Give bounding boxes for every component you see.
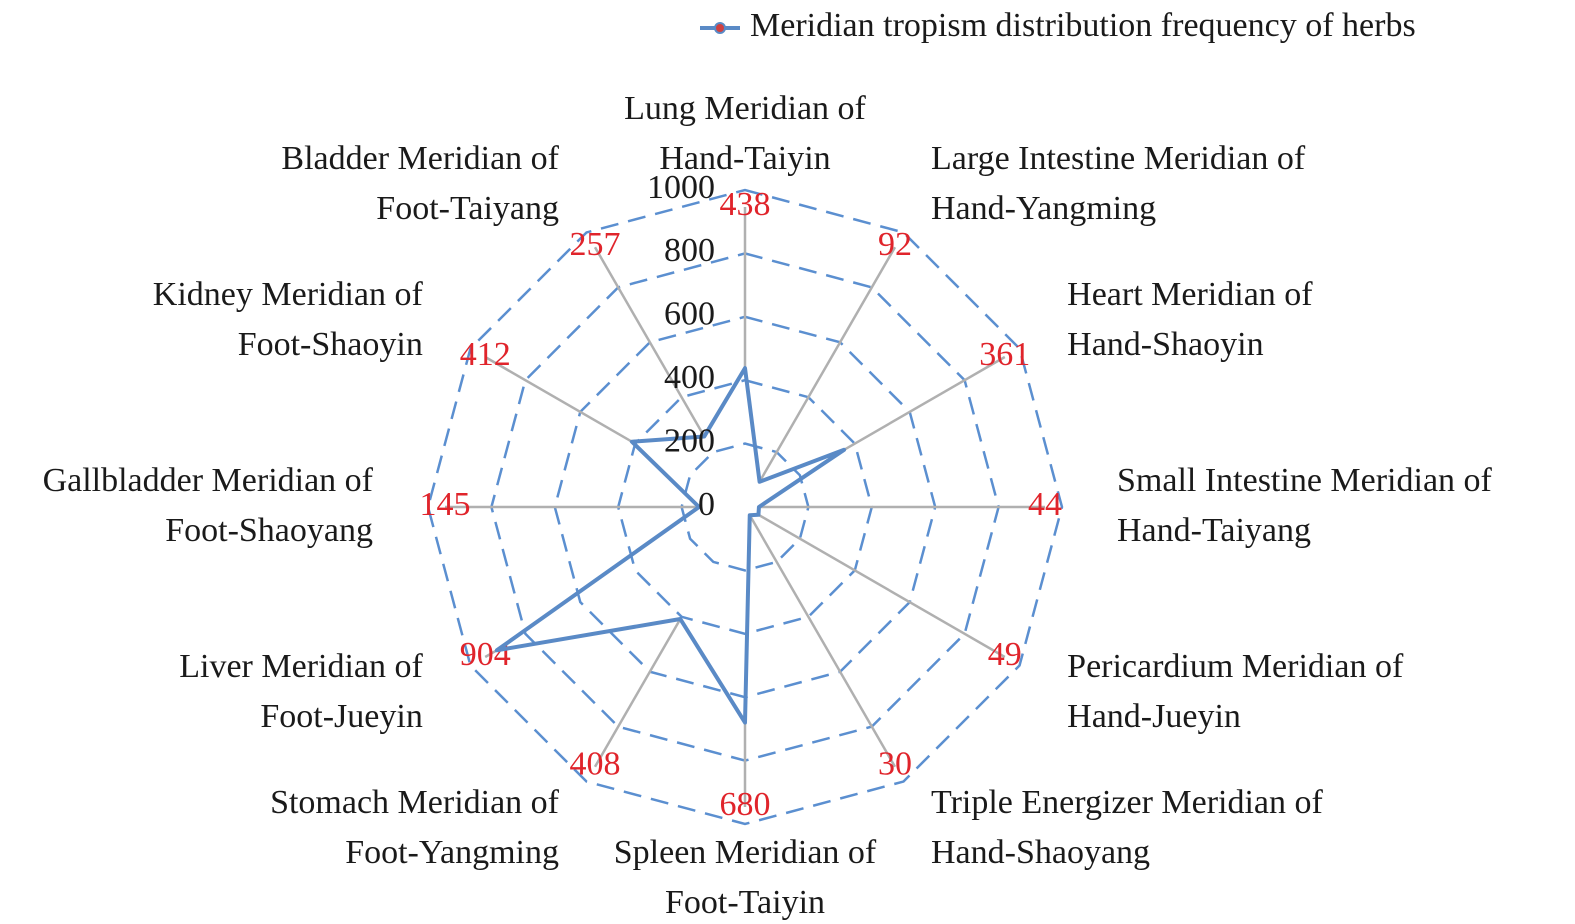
value-label: 257 xyxy=(570,226,621,263)
leader-line xyxy=(593,246,706,438)
value-label: 44 xyxy=(1028,486,1062,523)
value-label: 361 xyxy=(979,336,1030,373)
category-label: Liver Meridian of Foot-Jueyin xyxy=(179,648,423,735)
value-label: 438 xyxy=(720,186,771,223)
value-label: 30 xyxy=(878,746,912,783)
value-label: 49 xyxy=(988,636,1022,673)
leader-line xyxy=(484,649,498,659)
category-label: Spleen Meridian of Foot-Taiyin xyxy=(614,834,877,921)
y-tick-label: 200 xyxy=(664,422,715,459)
category-label: Heart Meridian of Hand-Shaoyin xyxy=(1067,276,1313,363)
series-line xyxy=(494,366,847,725)
y-tick-label: 1000 xyxy=(647,169,715,206)
category-label: Kidney Meridian of Foot-Shaoyin xyxy=(153,276,424,363)
leader-line xyxy=(593,618,682,768)
leader-line xyxy=(757,513,1006,659)
category-label: Gallbladder Meridian of Foot-Shaoyang xyxy=(43,462,374,549)
category-label: Small Intestine Meridian of Hand-Taiyang xyxy=(1117,462,1493,549)
y-tick-label: 0 xyxy=(698,486,715,523)
value-label: 408 xyxy=(570,746,621,783)
category-label: Lung Meridian of Hand-Taiyin xyxy=(624,90,866,177)
leader-line xyxy=(748,514,897,768)
category-label: Triple Energizer Meridian of Hand-Shaoyan… xyxy=(931,784,1324,871)
category-label: Large Intestine Meridian of Hand-Yangming xyxy=(931,140,1306,227)
y-tick-label: 400 xyxy=(664,359,715,396)
leader-line xyxy=(843,355,1006,451)
legend-marker xyxy=(714,22,726,34)
legend-label: Meridian tropism distribution frequency … xyxy=(750,7,1416,44)
leader-line xyxy=(484,355,633,443)
value-label: 904 xyxy=(460,636,511,673)
category-label: Stomach Meridian of Foot-Yangming xyxy=(270,784,560,871)
y-tick-label: 800 xyxy=(664,232,715,269)
value-label: 145 xyxy=(420,486,471,523)
y-tick-label: 600 xyxy=(664,296,715,333)
leader-line xyxy=(758,246,897,483)
grid-ring xyxy=(426,188,1064,826)
category-label: Pericardium Meridian of Hand-Jueyin xyxy=(1067,648,1404,735)
grid-ring xyxy=(680,442,810,572)
value-label: 92 xyxy=(878,226,912,263)
value-label: 412 xyxy=(460,336,511,373)
category-label: Bladder Meridian of Foot-Taiyang xyxy=(281,140,559,227)
value-label: 680 xyxy=(720,786,771,823)
